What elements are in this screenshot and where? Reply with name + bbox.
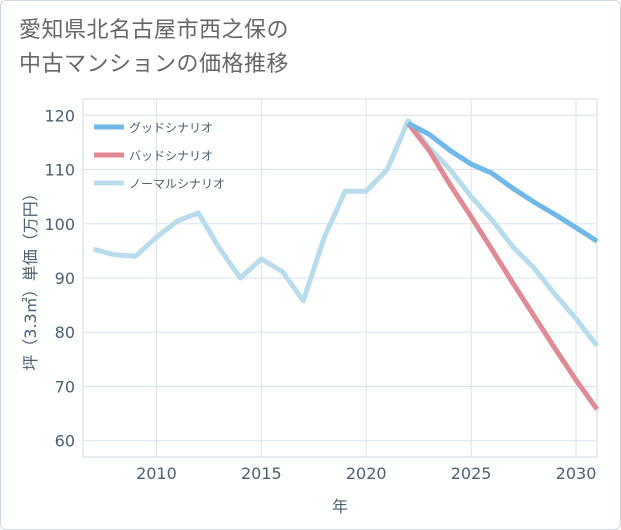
x-axis-label: 年 [332,497,348,516]
legend-label-normal: ノーマルシナリオ [129,177,225,191]
x-tick-2025: 2025 [451,464,492,483]
y-tick-70: 70 [55,377,75,396]
x-tick-2015: 2015 [241,464,282,483]
chart-title-line-2: 中古マンションの価格推移 [19,52,290,77]
x-tick-2020: 2020 [346,464,387,483]
y-tick-110: 110 [44,161,75,180]
legend-label-good: グッドシナリオ [129,121,213,135]
y-tick-120: 120 [44,106,75,125]
x-tick-2030: 2030 [556,464,597,483]
y-axis-ticks: 60 70 80 90 100 110 120 [44,106,75,450]
legend-label-bad: バッドシナリオ [129,149,213,163]
y-axis-label: 坪（3.3㎡）単価（万円） [21,185,40,370]
grid-lines [83,99,597,457]
x-axis-ticks: 2010 2015 2020 2025 2030 [136,464,596,483]
y-tick-80: 80 [55,323,75,342]
series-line-normal [92,118,599,348]
chart-title: 愛知県北名古屋市西之保の 中古マンションの価格推移 [19,14,439,82]
y-tick-100: 100 [44,215,75,234]
y-tick-60: 60 [55,432,75,451]
x-tick-2010: 2010 [136,464,177,483]
series-line-bad [406,121,600,411]
series-line-good [407,121,599,244]
chart-title-line-1: 愛知県北名古屋市西之保の [19,18,290,43]
series-lines [92,118,600,411]
y-tick-90: 90 [55,269,75,288]
